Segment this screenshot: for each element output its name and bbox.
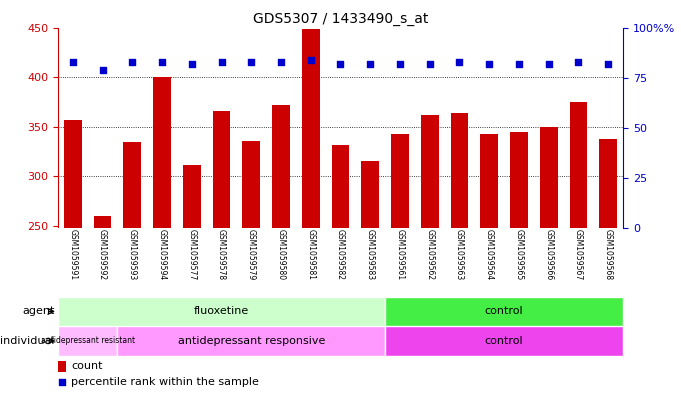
Text: GSM1059561: GSM1059561 [396, 229, 405, 281]
Bar [242, 141, 260, 393]
Point [276, 59, 287, 65]
Point [603, 61, 614, 67]
Point [57, 379, 67, 385]
Point [67, 59, 78, 65]
Point [305, 57, 316, 63]
Bar [385, 297, 623, 326]
Text: GSM1059568: GSM1059568 [604, 229, 613, 281]
Point [187, 61, 197, 67]
Bar [183, 165, 201, 393]
Text: fluoxetine: fluoxetine [194, 307, 249, 316]
Point [513, 61, 524, 67]
Text: count: count [72, 362, 103, 371]
Text: agent: agent [22, 307, 54, 316]
Text: GSM1059566: GSM1059566 [544, 229, 553, 281]
Bar [451, 113, 469, 393]
Bar [362, 162, 379, 393]
Point [97, 66, 108, 73]
Bar [302, 29, 319, 393]
Point [246, 59, 257, 65]
Point [127, 59, 138, 65]
Text: GSM1059563: GSM1059563 [455, 229, 464, 281]
Bar [212, 111, 230, 393]
Text: GSM1059581: GSM1059581 [306, 229, 315, 280]
Point [424, 61, 435, 67]
Bar [540, 127, 558, 393]
Bar [64, 120, 82, 393]
Point [484, 61, 494, 67]
Bar [599, 139, 617, 393]
Bar [153, 77, 171, 393]
Bar [332, 145, 349, 393]
Bar [385, 326, 623, 356]
Bar [569, 102, 588, 393]
Text: percentile rank within the sample: percentile rank within the sample [72, 377, 259, 387]
Bar [58, 361, 66, 372]
Text: GSM1059591: GSM1059591 [68, 229, 77, 281]
Text: GSM1059577: GSM1059577 [187, 229, 196, 281]
Text: GSM1059579: GSM1059579 [247, 229, 256, 281]
Text: GSM1059562: GSM1059562 [425, 229, 434, 281]
Point [365, 61, 376, 67]
Text: GSM1059583: GSM1059583 [366, 229, 375, 281]
Point [543, 61, 554, 67]
Bar [58, 326, 117, 356]
Bar [58, 297, 385, 326]
Text: GSM1059564: GSM1059564 [485, 229, 494, 281]
Text: individual: individual [0, 336, 54, 346]
Bar [117, 326, 385, 356]
Point [454, 59, 465, 65]
Text: GSM1059578: GSM1059578 [217, 229, 226, 281]
Bar [510, 132, 528, 393]
Point [335, 61, 346, 67]
Point [157, 59, 168, 65]
Bar [272, 105, 290, 393]
Text: control: control [485, 336, 524, 346]
Text: antidepressant resistant: antidepressant resistant [41, 336, 135, 345]
Text: GSM1059567: GSM1059567 [574, 229, 583, 281]
Bar [421, 115, 439, 393]
Bar [391, 134, 409, 393]
Text: GSM1059594: GSM1059594 [157, 229, 167, 281]
Bar [93, 216, 112, 393]
Text: antidepressant responsive: antidepressant responsive [178, 336, 325, 346]
Bar [480, 134, 498, 393]
Text: GSM1059592: GSM1059592 [98, 229, 107, 281]
Text: GSM1059582: GSM1059582 [336, 229, 345, 280]
Text: control: control [485, 307, 524, 316]
Point [216, 59, 227, 65]
Text: GDS5307 / 1433490_s_at: GDS5307 / 1433490_s_at [253, 12, 428, 26]
Text: GSM1059565: GSM1059565 [514, 229, 524, 281]
Bar [123, 141, 141, 393]
Text: GSM1059580: GSM1059580 [276, 229, 285, 281]
Point [394, 61, 405, 67]
Point [573, 59, 584, 65]
Text: GSM1059593: GSM1059593 [128, 229, 137, 281]
